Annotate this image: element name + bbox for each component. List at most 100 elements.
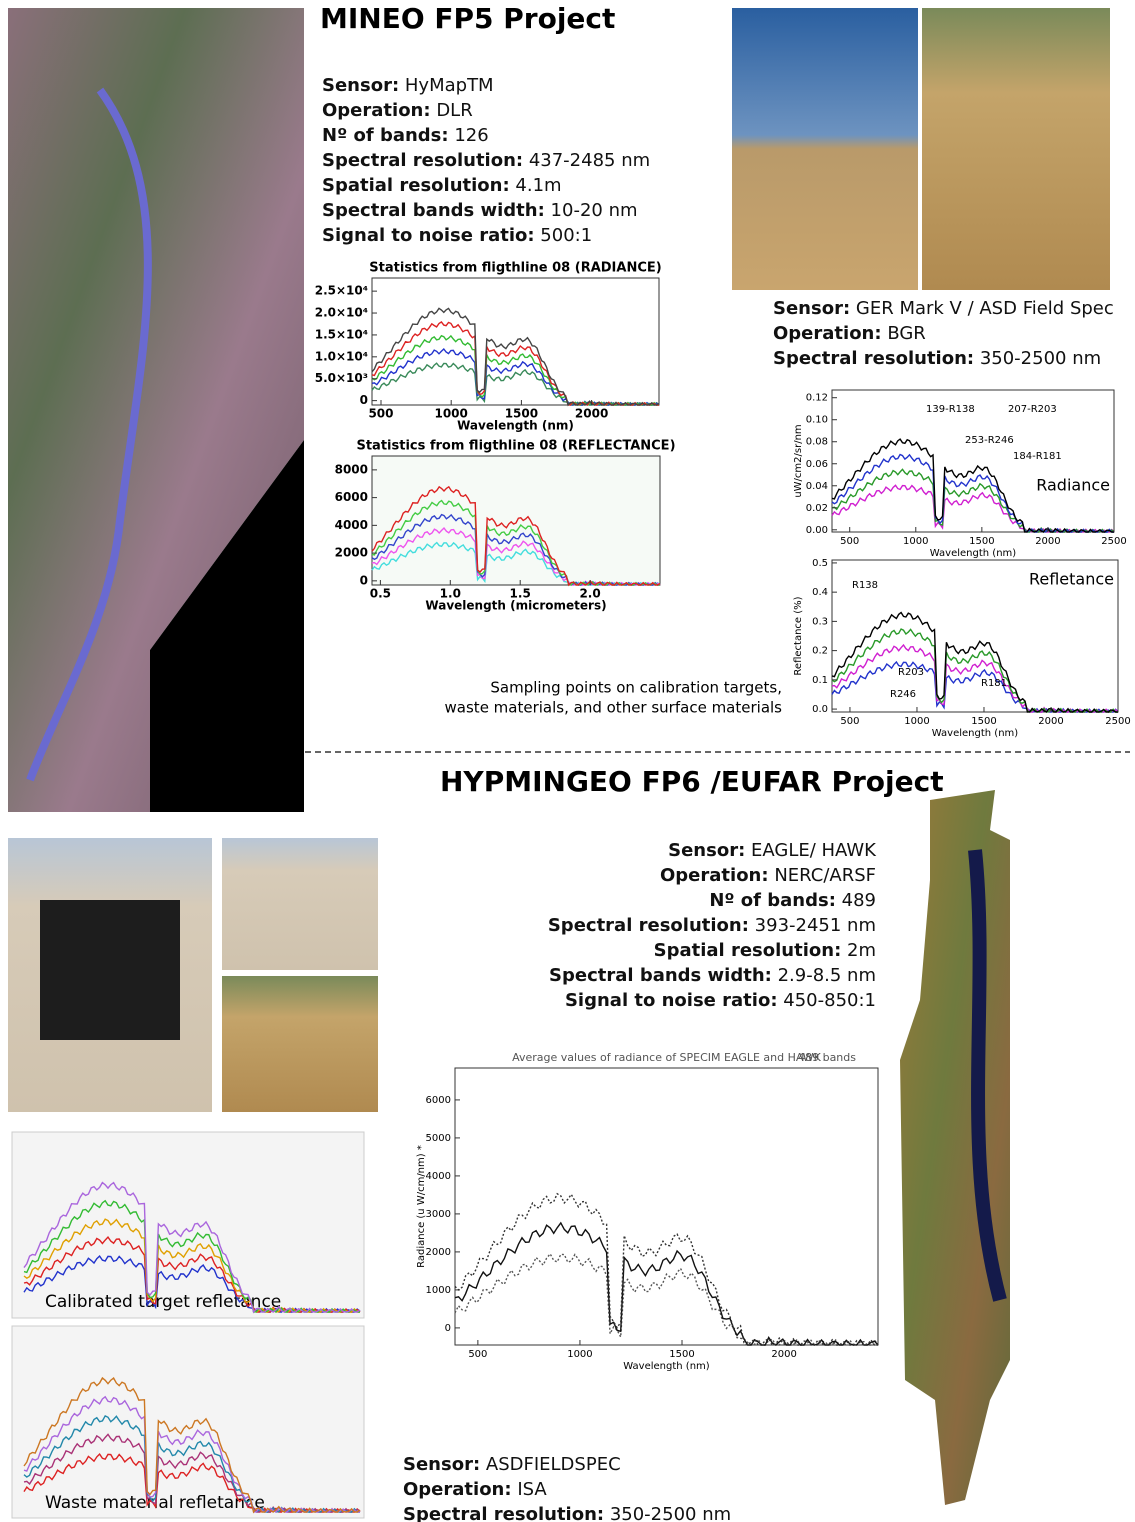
x-tick-label: 2000 (575, 407, 608, 421)
spec-value: DLR (436, 100, 472, 121)
spec-line: Sensor: EAGLE/ HAWK (668, 840, 877, 861)
x-axis-label: Wavelength (micrometers) (425, 599, 606, 613)
x-tick-label: 500 (368, 407, 393, 421)
photo (222, 838, 378, 970)
spec-value: 500:1 (540, 225, 592, 246)
y-tick-label: 0.08 (806, 437, 828, 448)
spec-value: 4.1m (515, 175, 561, 196)
spec-label: Spatial resolution: (654, 940, 842, 961)
x-tick-label: 2500 (1101, 536, 1126, 547)
spec-value: ASDFIELDSPEC (486, 1454, 621, 1475)
x-tick-label: 1500 (669, 1349, 694, 1360)
spec-line: Spatial resolution: 4.1m (322, 175, 562, 196)
photo (922, 8, 1110, 290)
spec-value: 350-2500 nm (610, 1504, 731, 1522)
y-tick-label: 4000 (335, 518, 368, 532)
spec-line: Signal to noise ratio: 500:1 (322, 225, 592, 246)
y-tick-label: 0.04 (806, 481, 828, 492)
spec-value: 393-2451 nm (755, 915, 876, 936)
y-axis-label: Reflectance (%) (793, 596, 804, 675)
y-tick-label: 0.02 (806, 503, 828, 514)
y-tick-label: 0.1 (812, 675, 828, 686)
spec-label: Spectral resolution: (548, 915, 749, 936)
y-tick-label: 6000 (335, 490, 368, 504)
spec-label: Sensor: (403, 1454, 480, 1475)
y-tick-label: 0.00 (806, 525, 828, 536)
y-tick-label: 6000 (426, 1095, 451, 1106)
poster: MINEO FP5 ProjectHYPMINGEO FP6 /EUFAR Pr… (0, 0, 1135, 1522)
x-tick-label: 500 (468, 1349, 487, 1360)
spec-line: Sensor: GER Mark V / ASD Field Spec (773, 298, 1114, 319)
y-tick-label: 2000 (426, 1247, 451, 1258)
spec-line: Operation: BGR (773, 323, 926, 344)
spec-value: 489 (842, 890, 876, 911)
series-label: 253-R246 (965, 435, 1014, 446)
spec-line: Spectral resolution: 350-2500 nm (403, 1504, 731, 1522)
photo (222, 976, 378, 1112)
x-tick-label: 1000 (904, 716, 929, 727)
spec-line: Sensor: ASDFIELDSPEC (403, 1454, 621, 1475)
x-tick-label: 1000 (903, 536, 928, 547)
spec-label: Sensor: (668, 840, 745, 861)
y-tick-label: 2.5×10⁴ (315, 284, 368, 298)
y-tick-label: 0.10 (806, 415, 828, 426)
spec-label: Operation: (660, 865, 769, 886)
spec-value: 2m (847, 940, 876, 961)
series-label: 139-R138 (926, 404, 975, 415)
x-tick-label: 1500 (969, 536, 994, 547)
spec-line: Operation: DLR (322, 100, 473, 121)
spec-value: EAGLE/ HAWK (751, 840, 877, 861)
x-tick-label: 1000 (567, 1349, 592, 1360)
spec-line: Nº of bands: 489 (709, 890, 876, 911)
chart-title: Statistics from fligthline 08 (RADIANCE) (369, 261, 661, 276)
series-label: R246 (890, 689, 916, 700)
y-tick-label: 2000 (335, 546, 368, 560)
spec-line: Spectral bands width: 10-20 nm (322, 200, 638, 221)
spec-label: Signal to noise ratio: (322, 225, 535, 246)
series-label: 207-R203 (1008, 404, 1057, 415)
y-tick-label: 2.0×10⁴ (315, 306, 368, 320)
series-label: 184-R181 (1013, 451, 1062, 462)
y-axis-label: uW/cm2/sr/nm (793, 424, 804, 497)
y-tick-label: 0.0 (812, 704, 828, 715)
spec-value: 126 (454, 125, 488, 146)
spec-value: 2.9-8.5 nm (778, 965, 876, 986)
y-tick-label: 0 (445, 1323, 451, 1334)
calibrated-chart (12, 1132, 364, 1318)
y-tick-label: 0 (360, 393, 368, 407)
spec-value: 450-850:1 (783, 990, 876, 1011)
y-tick-label: 0.2 (812, 646, 828, 657)
x-axis-label: Wavelength (nm) (932, 728, 1018, 739)
page: MINEO FP5 ProjectHYPMINGEO FP6 /EUFAR Pr… (0, 0, 1135, 1522)
waste-chart (12, 1326, 364, 1518)
y-tick-label: 5.0×10³ (315, 371, 368, 385)
y-tick-label: 3000 (426, 1209, 451, 1220)
y-tick-label: 1.5×10⁴ (315, 327, 368, 341)
spec-label: Operation: (403, 1479, 512, 1500)
photo (732, 8, 918, 290)
spec-value: NERC/ARSF (774, 865, 876, 886)
series-label: R203 (898, 667, 924, 678)
y-tick-label: 0.3 (812, 616, 828, 627)
x-tick-label: 2000 (1035, 536, 1060, 547)
y-tick-label: 0.5 (812, 558, 828, 569)
spec-line: Spectral bands width: 2.9-8.5 nm (549, 965, 876, 986)
spec-line: Operation: ISA (403, 1479, 547, 1500)
spec-line: Spectral resolution: 393-2451 nm (548, 915, 876, 936)
y-tick-label: 4000 (426, 1171, 451, 1182)
y-tick-label: 0.4 (812, 587, 828, 598)
spec-label: Nº of bands: (709, 890, 836, 911)
series-label: R181 (981, 678, 1007, 689)
spec-value: HyMapTM (405, 75, 494, 96)
x-axis-label: Wavelength (nm) (623, 1361, 709, 1372)
plot-area (372, 278, 659, 405)
spec-label: Operation: (322, 100, 431, 121)
spec-line: Spectral resolution: 437-2485 nm (322, 150, 650, 171)
y-tick-label: 0.06 (806, 459, 828, 470)
equipment (40, 900, 180, 1040)
y-tick-label: 8000 (335, 462, 368, 476)
spec-value: BGR (887, 323, 926, 344)
spec-label: Spectral resolution: (322, 150, 523, 171)
y-tick-label: 0.12 (806, 393, 828, 404)
chart-note: 489 bands (798, 1051, 856, 1064)
